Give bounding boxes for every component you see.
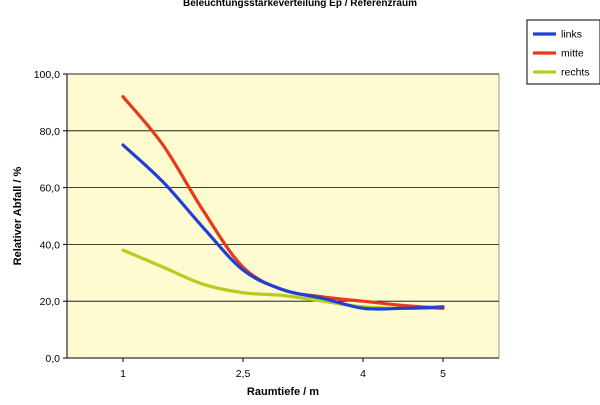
x-tick-label: 2,5 (236, 368, 251, 380)
x-tick-label: 1 (120, 368, 126, 380)
chart-title: Beleuchtungsstärkeverteilung Ep / Refere… (183, 0, 417, 9)
y-axis-label: Relativer Abfall / % (12, 166, 24, 265)
x-tick-label: 5 (440, 368, 446, 380)
legend-label-mitte: mitte (561, 48, 584, 60)
y-tick-label: 40,0 (40, 239, 61, 251)
gridlines (67, 73, 499, 302)
y-tick-label: 80,0 (40, 126, 61, 138)
series-line-links (121, 143, 445, 311)
legend-label-links: links (561, 29, 582, 41)
y-tick-label: 20,0 (40, 296, 61, 308)
y-tick-label: 0,0 (45, 353, 60, 365)
series-lines (121, 95, 445, 311)
legend: links mitte rechts (526, 19, 600, 85)
y-tick-label: 60,0 (40, 183, 61, 195)
legend-label-rechts: rechts (561, 67, 590, 79)
y-tick-label: 100,0 (34, 69, 60, 81)
plot-area (66, 73, 500, 359)
x-tick-label: 4 (360, 368, 366, 380)
x-axis: 1 2,5 4 5 (67, 357, 499, 380)
y-axis: 0,0 20,0 40,0 60,0 80,0 100,0 (34, 69, 68, 365)
x-axis-label: Raumtiefe / m (247, 386, 319, 398)
